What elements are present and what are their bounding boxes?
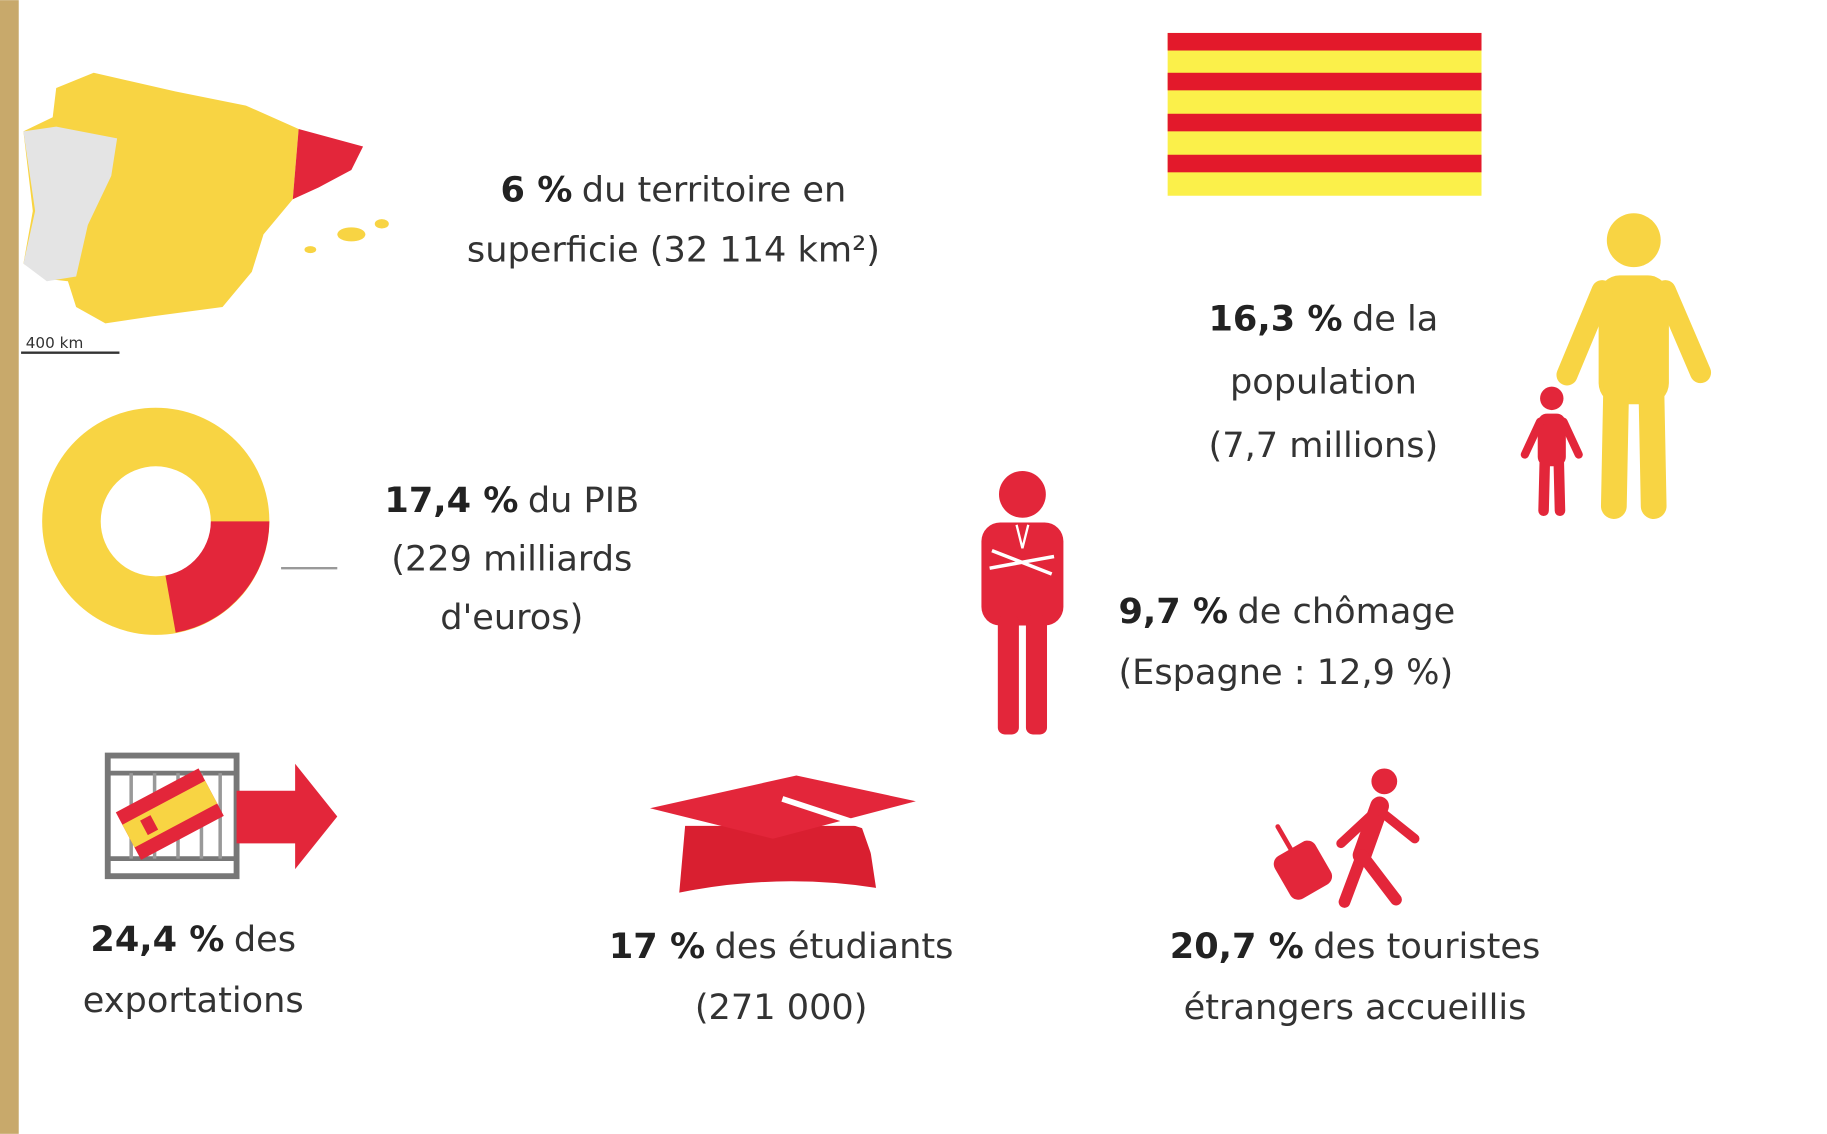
- stat-text: de la: [1352, 298, 1438, 339]
- stat-line: 9,7 % de chômage: [1118, 591, 1455, 632]
- stat-text: du territoire en: [582, 170, 846, 211]
- stat-line: 24,4 % des: [90, 919, 296, 960]
- donut: [42, 407, 338, 635]
- stat-highlight: 20,7 %: [1170, 926, 1304, 967]
- stat-line: 16,3 % de la: [1208, 298, 1438, 339]
- stat-highlight: 16,3 %: [1208, 298, 1342, 339]
- map: 400 km: [21, 72, 389, 354]
- stat-line: 6 % du territoire en: [501, 170, 847, 211]
- stat-line: 20,7 % des touristes: [1170, 926, 1541, 967]
- stat-text: des: [234, 919, 296, 960]
- stat-line: 17,4 % du PIB: [384, 480, 639, 521]
- stat-line: étrangers accueillis: [1184, 987, 1527, 1028]
- stat-line: d'euros): [440, 597, 583, 638]
- flag: [1167, 32, 1482, 196]
- stat-highlight: 17 %: [609, 926, 705, 967]
- stat-line: (Espagne : 12,9 %): [1118, 652, 1453, 693]
- stat-highlight: 9,7 %: [1118, 591, 1228, 632]
- tourist-icon: [1273, 768, 1420, 908]
- stat-line: superficie (32 114 km²): [467, 229, 880, 270]
- side-stripe: [0, 0, 19, 1134]
- stat-text: des étudiants: [715, 926, 954, 967]
- worker-icon: [981, 470, 1064, 735]
- stat-highlight: 24,4 %: [90, 919, 224, 960]
- stat-highlight: 6 %: [501, 170, 573, 211]
- stat-line: (271 000): [695, 987, 868, 1028]
- stat-text: du PIB: [528, 480, 639, 521]
- stat-highlight: 17,4 %: [384, 480, 518, 521]
- stat-line: 17 % des étudiants: [609, 926, 954, 967]
- population-icon: [1520, 213, 1712, 519]
- stat-text: de chômage: [1237, 591, 1455, 632]
- export-icon: [104, 752, 338, 880]
- student-icon: [649, 775, 916, 893]
- stat-text: des touristes: [1313, 926, 1540, 967]
- map-scale: 400 km: [26, 334, 84, 352]
- stat-line: exportations: [83, 980, 304, 1021]
- stat-line: (7,7 millions): [1209, 425, 1439, 466]
- stat-line: (229 milliards: [391, 539, 632, 580]
- stat-line: population: [1230, 362, 1417, 403]
